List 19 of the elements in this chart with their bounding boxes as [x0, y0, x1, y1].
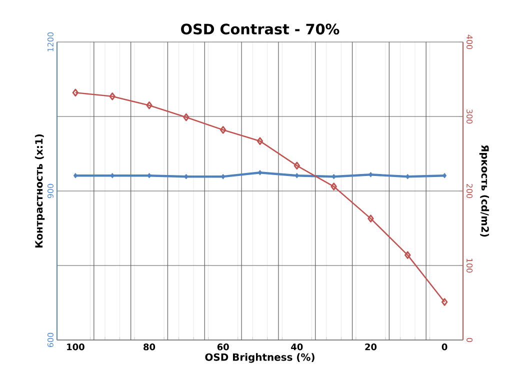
point	[368, 214, 374, 222]
x-tick-label: 20	[365, 344, 377, 350]
x-tick-label: 60	[217, 344, 229, 350]
x-tick-label: 80	[144, 344, 156, 350]
y2-axis-title: Яркость (cd/m2)	[479, 145, 490, 237]
chart-title: OSD Contrast - 70%	[181, 24, 340, 34]
point	[404, 251, 411, 259]
y-axis-title: Контрастность (x:1)	[34, 134, 45, 248]
point	[220, 126, 226, 134]
x-tick-label: 100	[67, 344, 84, 350]
point	[146, 101, 152, 110]
point	[256, 137, 264, 145]
point	[109, 92, 116, 100]
x-tick-label: 40	[291, 344, 303, 350]
point	[294, 162, 300, 170]
x-axis-title: OSD Brightness (%)	[205, 353, 314, 363]
point	[330, 182, 337, 190]
point	[183, 113, 190, 122]
x-tick-label: 0	[442, 344, 448, 350]
